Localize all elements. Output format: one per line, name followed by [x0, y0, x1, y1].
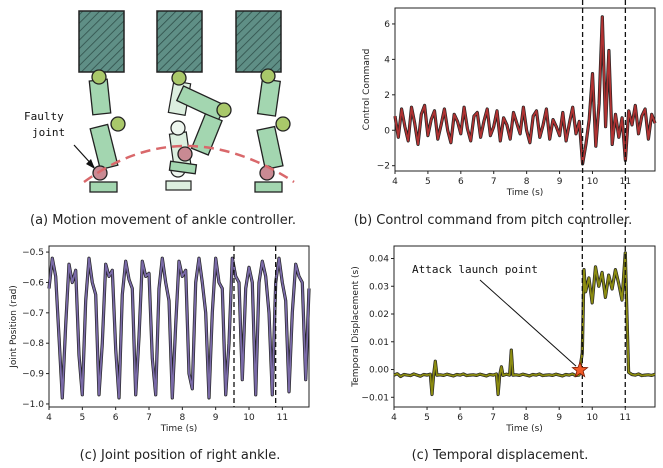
ankle-trajectory-curve [83, 144, 295, 184]
y-tick-label: −0.8 [22, 339, 44, 349]
y-tick-label: 2 [384, 91, 390, 101]
robot-diagram: Faulty joint [24, 10, 295, 193]
hip-joint-2 [171, 70, 187, 86]
y-tick-label: −0.01 [361, 393, 389, 403]
y-tick-label: −0.6 [22, 278, 44, 288]
shin-3 [256, 125, 284, 171]
series-line [394, 15, 656, 165]
y-axis-label: Joint Position (rad) [9, 285, 19, 369]
x-tick-label: 10 [587, 413, 599, 423]
x-tick-label: 9 [213, 413, 219, 423]
x-axis-label: Time (s) [160, 424, 198, 434]
robot-leg-1 [78, 10, 126, 193]
x-tick-label: 7 [146, 413, 152, 423]
y-axis-label: Temporal Displacement (s) [351, 266, 361, 388]
y-tick-label: 6 [384, 20, 390, 30]
faulty-joint-label-2: joint [32, 126, 65, 139]
attack-label: Attack launch point [412, 263, 538, 276]
attack-pointer-line [479, 279, 577, 367]
ankle-joint-2 [177, 146, 193, 162]
robot-leg-3 [235, 10, 291, 193]
faulty-joint-arrowhead [86, 159, 95, 169]
y-tick-label: −0.9 [22, 370, 44, 380]
hip-joint-1 [91, 69, 107, 85]
knee-joint-3 [275, 116, 291, 132]
y-tick-label: −0.5 [22, 248, 44, 258]
x-tick-label: 4 [46, 413, 52, 423]
y-tick-label: 0 [384, 126, 390, 136]
x-tick-label: 5 [424, 413, 430, 423]
knee-joint-2-back [170, 120, 186, 136]
foot-2-back [165, 180, 192, 191]
shin-2 [190, 113, 223, 156]
caption-c: (c) Joint position of right ankle. [80, 448, 281, 463]
x-tick-label: 10 [587, 177, 599, 187]
x-tick-label: 5 [79, 413, 85, 423]
x-tick-label: 8 [179, 413, 185, 423]
y-tick-label: −2 [377, 162, 390, 172]
x-tick-label: 11 [620, 177, 631, 187]
torso-2 [156, 10, 203, 73]
y-tick-label: 0.03 [369, 282, 389, 292]
plot-frame [394, 7, 656, 172]
x-tick-label: 7 [491, 177, 497, 187]
caption-a: (a) Motion movement of ankle controller. [30, 213, 296, 228]
x-tick-label: 6 [457, 413, 463, 423]
thigh-3 [256, 78, 282, 117]
joint-position-chart: 4 5 6 7 8 9 10 11 −1.0 −0.9 −0.8 −0.7 −0.6 −0.5 Time (… [9, 245, 311, 434]
x-tick-label: 6 [458, 177, 464, 187]
torso-3 [235, 10, 282, 73]
y-tick-label: 4 [384, 55, 390, 65]
x-tick-label: 10 [243, 413, 255, 423]
y-tick-label: 0.01 [369, 338, 389, 348]
x-tick-label: 6 [113, 413, 119, 423]
y-tick-label: 0.00 [369, 366, 389, 376]
x-tick-label: 7 [490, 413, 496, 423]
attack-star-marker [571, 360, 589, 378]
hip-joint-3 [260, 68, 276, 84]
x-tick-label: 4 [391, 413, 397, 423]
x-tick-label: 11 [620, 413, 631, 423]
knee-joint-1 [110, 116, 126, 132]
series-line [48, 257, 310, 399]
y-tick-label: 0.02 [369, 310, 389, 320]
control-command-chart: 4 5 6 7 8 9 10 11 −2 0 2 4 6 Time (s) Control Command [362, 0, 657, 210]
x-tick-label: 9 [557, 177, 563, 187]
caption-d: (c) Temporal displacement. [412, 448, 589, 463]
foot-3 [254, 181, 283, 193]
y-tick-label: 0.04 [369, 254, 389, 264]
faulty-joint-label-1: Faulty [24, 110, 64, 123]
x-tick-label: 9 [556, 413, 562, 423]
y-tick-label: −1.0 [22, 400, 44, 410]
shin-1 [89, 123, 119, 171]
series-line-outline [393, 15, 657, 166]
foot-2 [168, 160, 198, 175]
foot-1 [89, 181, 118, 193]
plot-frame [393, 245, 656, 408]
x-tick-label: 5 [425, 177, 431, 187]
x-tick-label: 8 [523, 413, 529, 423]
knee-joint-2 [216, 102, 232, 118]
temporal-displacement-chart: 4 5 6 7 8 9 10 11 −0.01 0.00 0.01 0.02 0.03 0.04 Time … [351, 222, 656, 434]
y-tick-label: −0.7 [22, 309, 44, 319]
x-tick-label: 8 [524, 177, 530, 187]
torso-1 [78, 10, 125, 73]
robot-leg-2 [156, 10, 232, 191]
x-axis-label: Time (s) [506, 188, 544, 198]
series-line [393, 251, 656, 396]
x-tick-label: 11 [277, 413, 288, 423]
y-axis-label: Control Command [362, 49, 372, 131]
caption-b: (b) Control command from pitch controlle… [354, 213, 633, 228]
x-tick-label: 4 [392, 177, 398, 187]
x-axis-label: Time (s) [505, 424, 543, 434]
